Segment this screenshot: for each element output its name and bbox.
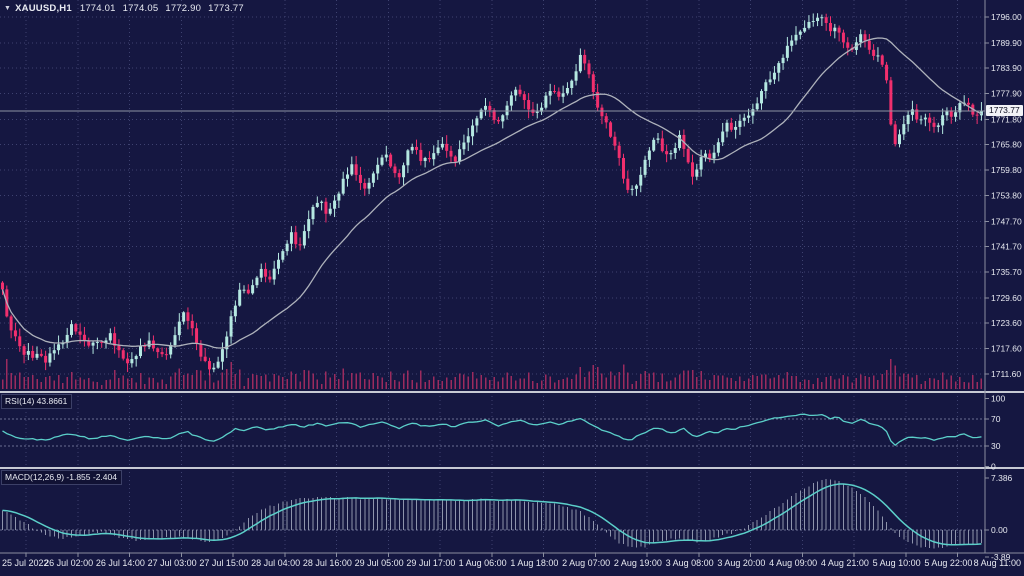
symbol-ohlc-header: ▼ XAUUSD,H1 1774.01 1774.05 1772.90 1773.77 (4, 3, 251, 14)
panel-separator (0, 467, 1024, 469)
macd-signal-line (2, 483, 982, 546)
axis-tick-label: 1753.80 (991, 191, 1022, 201)
axis-tick-label: 1717.60 (991, 344, 1022, 354)
symbol-dropdown-icon[interactable]: ▼ (4, 5, 12, 12)
axis-tick-label: 1711.60 (991, 369, 1021, 379)
axis-tick-label: 1771.80 (991, 114, 1022, 124)
axis-tick-label: 3 Aug 20:00 (717, 558, 765, 568)
axis-tick-label: 27 Jul 03:00 (148, 558, 197, 568)
quote-open: 1774.01 (79, 3, 116, 14)
axis-tick-label: 1783.90 (991, 63, 1022, 73)
axis-labels: 1796.00 1789.90 1783.90 1777.90 1771.80 1765.… (2, 12, 1022, 568)
rsi-indicator-label: RSI(14) 43.8661 (1, 394, 73, 409)
axis-tick-label: 1723.60 (991, 318, 1022, 328)
axis-tick-label: 4 Aug 21:00 (821, 558, 869, 568)
current-price-badge: 1773.77 (986, 105, 1023, 116)
axis-tick-label: 27 Jul 15:00 (199, 558, 248, 568)
axis-tick-label: 1747.70 (991, 216, 1022, 226)
axis-tick-label: 4 Aug 09:00 (769, 558, 817, 568)
macd-indicator-label: MACD(12,26,9) -1.855 -2.404 (1, 470, 122, 485)
axis-tick-label: 70 (991, 414, 1001, 424)
axis-tick-label: 1 Aug 06:00 (459, 558, 507, 568)
axis-tick-label: 1735.70 (991, 267, 1022, 277)
axis-tick-label: 5 Aug 10:00 (873, 558, 921, 568)
axis-tick-label: 1729.60 (991, 293, 1022, 303)
axis-tick-label: 25 Jul 2022 (2, 558, 49, 568)
axis-tick-label: 5 Aug 22:00 (924, 558, 972, 568)
quote-close: 1773.77 (208, 3, 244, 14)
rsi-line (2, 413, 982, 446)
axis-tick-label: 29 Jul 17:00 (406, 558, 455, 568)
axis-tick-label: 0.00 (991, 525, 1008, 535)
axis-tick-label: 1796.00 (991, 12, 1022, 22)
grid-lines (0, 0, 985, 553)
axis-tick-label: 0 (991, 462, 996, 472)
axis-tick-label: 1789.90 (991, 38, 1022, 48)
axis-tick-label: 30 (991, 441, 1001, 451)
candlestick-series (1, 13, 983, 376)
axis-tick-label: 100 (991, 393, 1005, 403)
axis-tick-label: 8 Aug 11:00 (974, 558, 1021, 568)
axis-tick-label: 1777.90 (991, 89, 1022, 99)
axis-tick-label: 2 Aug 19:00 (614, 558, 662, 568)
axis-tick-label: 28 Jul 16:00 (303, 558, 352, 568)
axis-tick-label: 29 Jul 05:00 (355, 558, 404, 568)
volume-bars (1, 359, 983, 549)
moving-average-line (1, 37, 982, 349)
axis-tick-label: 7.386 (991, 473, 1013, 483)
indicator-lines (0, 37, 985, 546)
axis-tick-label: 1741.70 (991, 242, 1022, 252)
axis-tick-label: 26 Jul 02:00 (44, 558, 93, 568)
axis-tick-label: 26 Jul 14:00 (96, 558, 145, 568)
quote-low: 1772.90 (165, 3, 202, 14)
panel-separator (0, 391, 1024, 393)
axis-tick-label: 1765.80 (991, 140, 1022, 150)
axis-tick-label: 2 Aug 07:00 (562, 558, 610, 568)
axis-tick-label: 3 Aug 08:00 (666, 558, 714, 568)
quote-high: 1774.05 (122, 3, 159, 14)
axes (0, 0, 1024, 558)
axis-tick-label: 1 Aug 18:00 (510, 558, 558, 568)
symbol-label: XAUUSD,H1 (15, 3, 72, 14)
axis-tick-label: 1759.80 (991, 165, 1022, 175)
axis-tick-label: 28 Jul 04:00 (251, 558, 300, 568)
axis-tick-label: -3.89 (991, 552, 1011, 562)
